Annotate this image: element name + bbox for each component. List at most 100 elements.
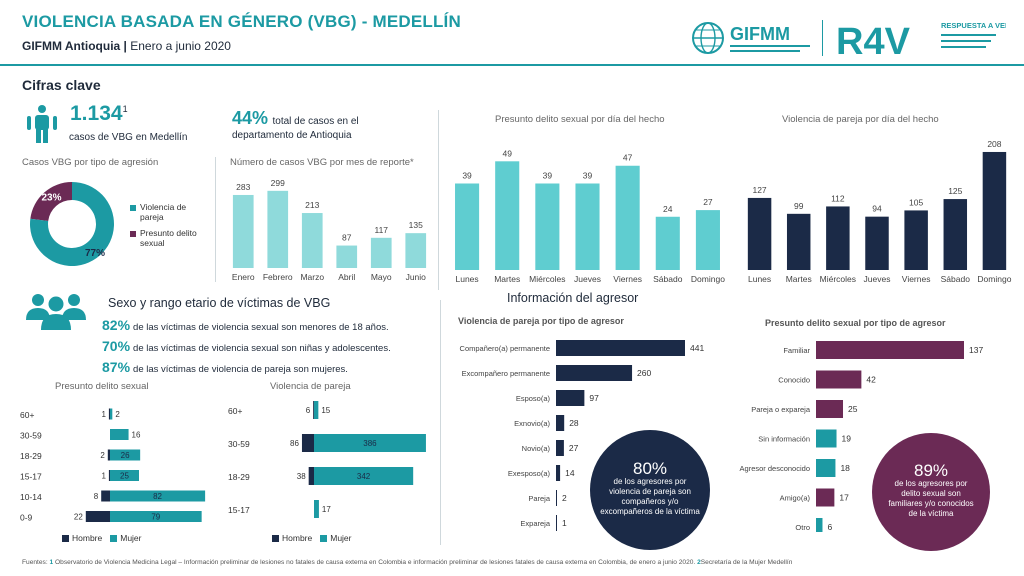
bar xyxy=(816,459,836,477)
r4v-logo-text: R4V xyxy=(836,21,911,60)
tick-label: Familiar xyxy=(783,346,810,355)
data-label: 125 xyxy=(948,186,962,196)
bar xyxy=(556,490,557,506)
tick-label: Jueves xyxy=(864,274,891,284)
bar xyxy=(865,216,889,270)
r4v-logo: R4V RESPUESTA A VENEZOLANOS xyxy=(836,21,1006,60)
data-label: 112 xyxy=(831,193,845,203)
tick-label: Agresor desconocido xyxy=(740,464,810,473)
divider xyxy=(440,300,441,545)
bar xyxy=(267,190,289,268)
tick-label: Sábado xyxy=(941,274,971,284)
bar-hombre xyxy=(313,401,314,419)
data-label: 137 xyxy=(969,345,983,355)
data-label: 213 xyxy=(305,200,319,210)
data-label: 14 xyxy=(565,468,575,478)
tick-label: Martes xyxy=(494,274,520,284)
bar xyxy=(943,199,968,270)
stat-1: 82% de las víctimas de violencia sexual s… xyxy=(102,317,389,333)
tick-label: Pareja o expareja xyxy=(751,405,811,414)
donut-title: Casos VBG por tipo de agresión xyxy=(22,157,159,168)
data-label: 127 xyxy=(752,185,766,195)
data-label: 87 xyxy=(342,233,352,243)
donut-slice xyxy=(30,182,72,221)
bar xyxy=(695,210,720,270)
footer-sources: Fuentes: 1 Observatorio de Violencia Med… xyxy=(22,559,793,566)
legend-swatch xyxy=(320,534,328,542)
data-label: 49 xyxy=(502,148,512,158)
data-label: 24 xyxy=(663,204,673,214)
bar-mujer xyxy=(110,470,139,481)
donut-legend: Violencia de pareja Presunto delito sexu… xyxy=(130,202,210,248)
tick-label: Febrero xyxy=(263,272,293,282)
bar xyxy=(556,440,564,456)
legend-item-mujer: Mujer xyxy=(320,533,352,543)
data-label: 283 xyxy=(236,182,250,192)
data-label: 17 xyxy=(839,493,849,503)
logo-separator xyxy=(822,20,823,56)
data-label-mujer: 16 xyxy=(132,431,141,440)
bar-hombre xyxy=(108,470,110,481)
bar-mujer xyxy=(314,467,414,485)
demographics-heading: Sexo y rango etario de víctimas de VBG xyxy=(108,296,331,310)
tick-label: 60+ xyxy=(20,410,34,420)
tick-label: Miércoles xyxy=(529,274,565,284)
gifmm-logo: GIFMM xyxy=(692,22,810,54)
partner-aggressor-title: Violencia de pareja por tipo de agresor xyxy=(458,316,624,326)
tick-label: Conocido xyxy=(778,376,810,385)
pyramid-sexual-title: Presunto delito sexual xyxy=(55,381,149,392)
tick-label: 10-14 xyxy=(20,492,42,502)
tick-label: Enero xyxy=(232,272,255,282)
tick-label: Viernes xyxy=(613,274,642,284)
legend-item-mujer: Mujer xyxy=(110,533,142,543)
bar xyxy=(615,165,640,270)
data-label: 99 xyxy=(794,201,804,211)
data-label: 42 xyxy=(866,375,876,385)
donut-label: 23% xyxy=(41,193,61,204)
data-label-mujer: 386 xyxy=(363,439,377,448)
page-title: VIOLENCIA BASADA EN GÉNERO (VBG) - MEDEL… xyxy=(22,12,461,31)
tick-label: 15-17 xyxy=(20,472,42,482)
bar xyxy=(556,515,557,531)
bar xyxy=(904,210,928,270)
data-label-hombre: 8 xyxy=(94,492,99,501)
data-label-mujer: 17 xyxy=(322,505,331,514)
data-label: 97 xyxy=(589,393,599,403)
data-label-mujer: 25 xyxy=(120,472,129,481)
bar-mujer xyxy=(110,511,202,522)
tick-label: Expareja xyxy=(520,519,550,528)
bar-mujer xyxy=(110,408,113,420)
bar xyxy=(816,518,823,532)
tick-label: Exesposo(a) xyxy=(508,469,551,478)
data-label-mujer: 79 xyxy=(151,513,160,522)
bar-mujer xyxy=(314,500,319,518)
pyramid-legend: Hombre Mujer xyxy=(62,533,142,543)
bar xyxy=(816,488,835,507)
pyramid-partner-chart: 60+ 6 15 30-59 86 386 18-29 38 342 15-17 17 xyxy=(228,401,426,518)
bar xyxy=(816,400,844,418)
tick-label: 30-59 xyxy=(20,431,42,441)
bar xyxy=(495,161,520,270)
data-label: 47 xyxy=(623,153,633,163)
legend-swatch xyxy=(110,534,118,542)
sexual-callout: 89% de los agresores por delito sexual so… xyxy=(872,433,990,551)
header-divider xyxy=(0,64,1024,66)
partner-aggressor-chart: Compañero(a) permanente 441 Excompañero pe… xyxy=(460,340,704,531)
bar xyxy=(556,465,561,481)
bar xyxy=(816,370,862,389)
data-label: 39 xyxy=(583,170,593,180)
bar xyxy=(336,245,358,268)
monthly-title: Número de casos VBG por mes de reporte* xyxy=(230,157,414,168)
bar xyxy=(232,194,254,268)
bar xyxy=(816,341,964,359)
data-label-mujer: 342 xyxy=(357,472,371,481)
pyramid-partner-title: Violencia de pareja xyxy=(270,381,351,392)
data-label: 39 xyxy=(543,170,553,180)
data-label: 27 xyxy=(703,197,713,207)
bar xyxy=(455,183,480,270)
bar-hombre xyxy=(101,490,110,502)
legend-swatch xyxy=(130,231,136,237)
data-label: 28 xyxy=(569,418,579,428)
data-label-mujer: 15 xyxy=(321,406,330,415)
donut-label: 77% xyxy=(85,248,105,259)
